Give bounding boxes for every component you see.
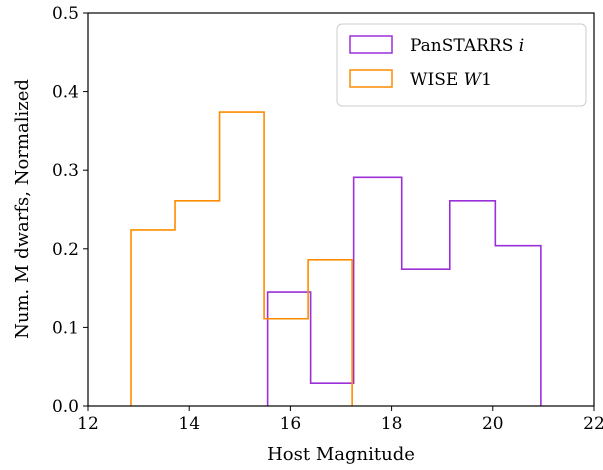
legend-swatch-wise [349, 69, 393, 88]
x-tick-label: 12 [77, 414, 99, 434]
legend: PanSTARRS i WISE W1 [336, 23, 587, 107]
legend-label-panstarrs: PanSTARRS i [410, 36, 524, 56]
histogram-series-1 [130, 111, 353, 406]
series-layer [130, 111, 542, 406]
x-tick-label: 14 [178, 414, 200, 434]
legend-box [336, 23, 587, 107]
plot-frame [87, 12, 595, 407]
x-tick-label: 16 [280, 414, 302, 434]
x-tick-label: 20 [482, 414, 504, 434]
y-tick-label: 0.2 [52, 240, 79, 260]
y-tick-label: 0.3 [52, 161, 79, 181]
histogram-series-0 [266, 176, 542, 406]
y-tick-label: 0.5 [52, 4, 79, 24]
x-tick-label: 18 [381, 414, 403, 434]
x-axis-label: Host Magnitude [267, 444, 415, 465]
y-axis-label: Num. M dwarfs, Normalized [12, 79, 33, 339]
legend-swatch-panstarrs [349, 35, 393, 54]
x-tick-label: 22 [583, 414, 603, 434]
y-tick-label: 0.0 [52, 397, 79, 417]
y-tick-label: 0.4 [52, 83, 79, 103]
y-tick-label: 0.1 [52, 318, 79, 338]
tick-layer: 12 14 16 18 20 22 0.0 0.1 0.2 0.3 0.4 0.5 [52, 4, 603, 434]
legend-label-wise: WISE W1 [410, 70, 492, 90]
